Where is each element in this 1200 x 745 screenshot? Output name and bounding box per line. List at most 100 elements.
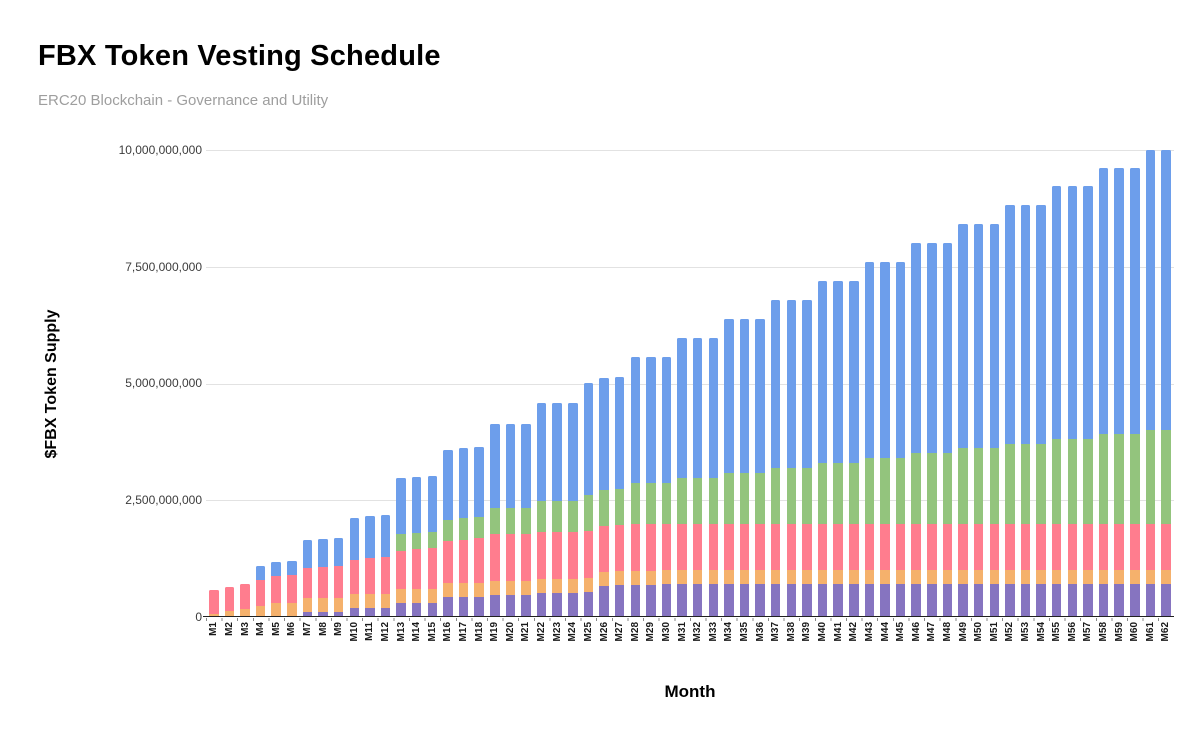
bar-segment-green: [770, 468, 781, 524]
bar-segment-orange: [973, 570, 984, 585]
x-tick-label: M18: [473, 622, 485, 642]
x-tick-cell: M47: [924, 622, 940, 662]
x-axis-title: Month: [664, 682, 716, 701]
bar-segment-green: [1130, 433, 1140, 524]
bar-segment-green: [458, 518, 469, 540]
x-tick-label: M23: [551, 622, 563, 642]
bar-segment-blue: [1036, 205, 1046, 444]
x-tick-cell: M45: [893, 622, 909, 662]
bar-segment-orange: [802, 570, 812, 585]
x-tick-label: M60: [1129, 622, 1141, 642]
bar-segment-purple: [521, 595, 531, 617]
bar-segment-orange: [443, 583, 453, 598]
bar-segment-green: [443, 519, 453, 541]
bar-segment-orange: [614, 571, 625, 586]
y-tick-label: 5,000,000,000: [125, 376, 202, 390]
bar-M27: [614, 376, 625, 617]
x-tick-cell: M59: [1111, 622, 1127, 662]
bar-segment-pink: [911, 523, 921, 571]
x-tick-label: M11: [364, 622, 376, 641]
bar-segment-pink: [1130, 523, 1140, 571]
bar-segment-orange: [271, 603, 281, 617]
x-tick-cell: M31: [674, 622, 690, 662]
bar-M41: [833, 281, 843, 617]
bar-segment-green: [490, 508, 500, 535]
bar-segment-pink: [895, 523, 906, 571]
bar-segment-orange: [583, 578, 594, 593]
bar-segment-orange: [287, 603, 297, 617]
x-tick-label: M45: [895, 622, 907, 642]
bar-M42: [849, 281, 859, 617]
bar-segment-purple: [411, 603, 422, 617]
x-tick-label: M46: [910, 622, 922, 642]
bar-segment-orange: [255, 605, 266, 617]
bar-segment-pink: [458, 539, 469, 584]
bar-M11: [365, 516, 375, 617]
bar-segment-blue: [318, 539, 328, 568]
bar-segment-orange: [786, 570, 797, 585]
bar-M5: [271, 561, 281, 617]
bar-segment-purple: [302, 612, 313, 617]
bar-segment-green: [568, 501, 578, 533]
x-tick-label: M62: [1160, 622, 1172, 642]
bar-segment-purple: [568, 592, 578, 617]
bar-segment-blue: [849, 281, 859, 464]
bar-segment-orange: [989, 570, 1000, 585]
x-tick-cell: M5: [268, 622, 284, 662]
x-tick-label: M40: [817, 622, 829, 642]
x-tick-cell: M34: [721, 622, 737, 662]
bar-segment-pink: [755, 523, 765, 571]
chart-title: FBX Token Vesting Schedule: [38, 40, 441, 72]
bar-segment-pink: [927, 523, 937, 571]
bar-segment-purple: [833, 584, 843, 617]
x-tick-label: M6: [286, 622, 298, 636]
bar-segment-blue: [365, 516, 375, 559]
bar-M7: [302, 540, 313, 617]
bar-segment-orange: [1083, 570, 1093, 585]
bar-segment-orange: [599, 572, 609, 587]
bar-segment-orange: [755, 570, 765, 585]
bar-segment-orange: [240, 608, 250, 617]
x-tick-label: M8: [317, 622, 329, 636]
bar-segment-green: [661, 482, 672, 524]
bar-segment-green: [802, 468, 812, 524]
x-tick-label: M26: [598, 622, 610, 642]
bar-segment-pink: [271, 575, 281, 603]
bar-segment-orange: [474, 583, 484, 598]
bar-segment-green: [880, 458, 890, 524]
x-tick-label: M47: [926, 622, 938, 642]
x-tick-label: M35: [739, 622, 751, 642]
bar-segment-orange: [521, 581, 531, 596]
bar-segment-green: [708, 477, 719, 524]
x-tick-label: M25: [582, 622, 594, 642]
bar-M29: [646, 356, 656, 617]
bar-segment-pink: [396, 550, 406, 589]
bar-segment-purple: [849, 584, 859, 617]
bar-segment-green: [1114, 433, 1124, 524]
x-tick-label: M29: [645, 622, 657, 642]
bar-segment-purple: [1083, 584, 1093, 617]
bar-segment-orange: [318, 598, 328, 613]
bar-segment-pink: [739, 523, 750, 571]
bar-segment-blue: [1020, 205, 1031, 444]
bar-segment-pink: [411, 549, 422, 589]
bar-segment-green: [692, 477, 703, 524]
bar-segment-orange: [536, 578, 547, 593]
bar-segment-blue: [1114, 167, 1124, 434]
bar-segment-pink: [1098, 523, 1109, 571]
bar-M24: [568, 403, 578, 617]
bar-M43: [864, 262, 875, 617]
bar-segment-purple: [458, 597, 469, 617]
bar-segment-blue: [817, 281, 828, 464]
bar-segment-green: [1036, 443, 1046, 524]
bar-segment-purple: [474, 597, 484, 617]
bar-segment-orange: [490, 581, 500, 596]
x-tick-label: M21: [520, 622, 532, 642]
x-tick-label: M9: [333, 622, 345, 636]
bar-segment-purple: [630, 584, 640, 617]
bar-segment-pink: [287, 574, 297, 603]
bar-segment-blue: [396, 478, 406, 535]
x-tick-cell: M29: [643, 622, 659, 662]
bar-segment-orange: [1098, 570, 1109, 585]
bar-M45: [895, 262, 906, 617]
